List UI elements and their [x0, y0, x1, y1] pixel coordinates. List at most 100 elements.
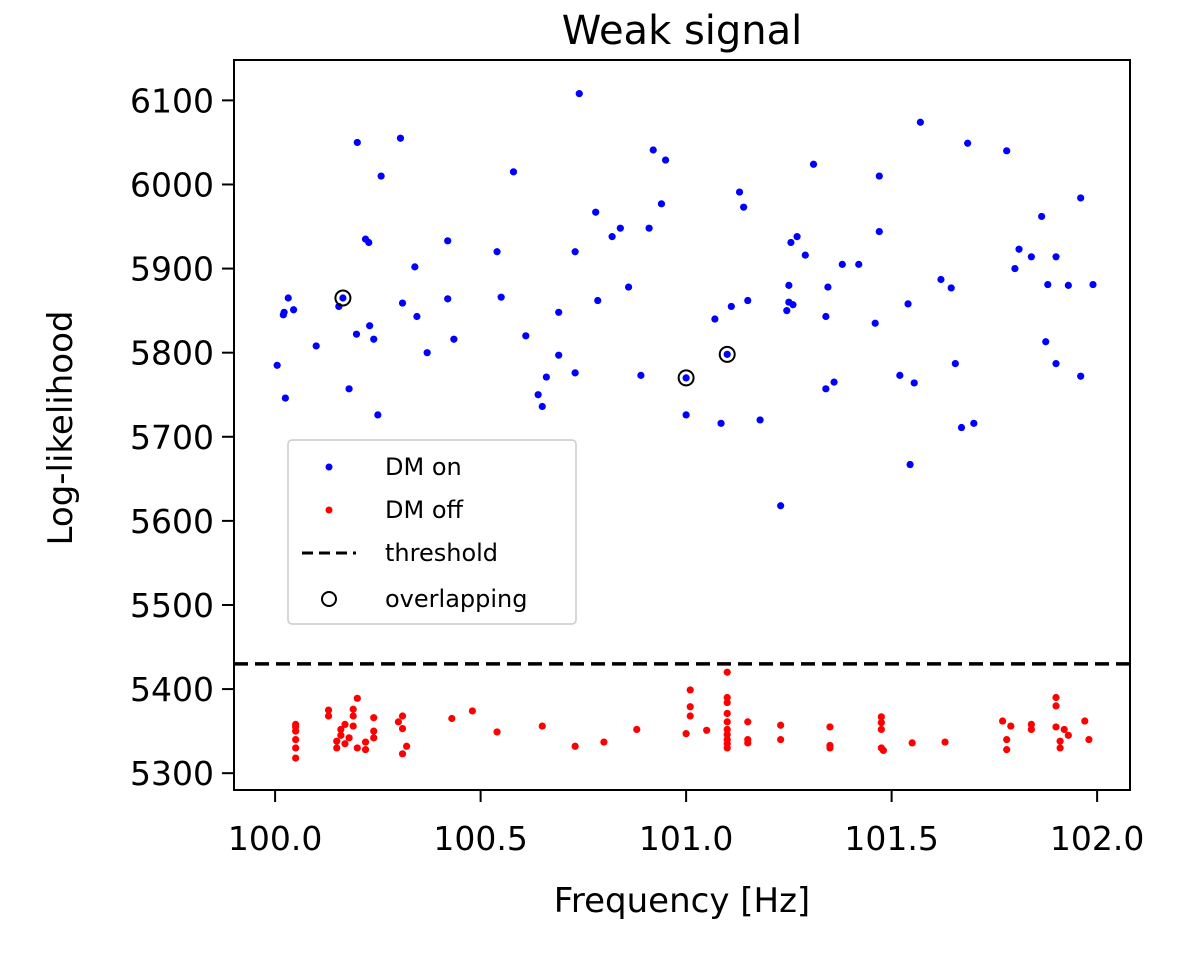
data-point	[789, 301, 797, 309]
data-point	[370, 734, 378, 742]
y-tick-label: 6000	[130, 165, 214, 204]
data-point	[723, 693, 731, 702]
data-point	[1003, 746, 1011, 754]
data-point	[522, 332, 530, 340]
data-point	[723, 668, 731, 676]
data-point	[801, 251, 809, 259]
x-axis: 100.0 100.5 101.0 101.5 102.0	[228, 790, 1144, 858]
data-point	[349, 705, 357, 713]
data-point	[735, 188, 744, 196]
data-point	[785, 281, 793, 289]
data-point	[616, 224, 624, 232]
data-point	[366, 322, 374, 330]
data-point	[1011, 264, 1019, 273]
data-point	[444, 295, 452, 303]
data-point	[633, 725, 641, 734]
legend-item-overlapping: overlapping	[321, 585, 527, 613]
data-point	[875, 172, 883, 180]
data-point	[661, 156, 670, 164]
data-point	[538, 722, 546, 730]
data-point	[394, 718, 403, 726]
data-point	[289, 306, 298, 314]
data-point	[723, 350, 731, 358]
series-dm-off	[292, 668, 1093, 762]
overlap-marker	[334, 289, 352, 307]
data-point	[339, 294, 347, 302]
data-point	[947, 284, 955, 292]
y-axis-title: Log-likelihood	[41, 311, 81, 546]
data-point	[1085, 735, 1093, 744]
x-tick-label: 101.0	[639, 819, 733, 858]
data-point	[830, 378, 838, 386]
plot-frame	[233, 59, 1131, 791]
data-point	[637, 371, 645, 379]
data-point	[365, 238, 373, 247]
data-point	[937, 275, 945, 284]
data-point	[855, 260, 863, 268]
data-point	[353, 694, 361, 702]
data-point	[910, 379, 918, 387]
data-point	[345, 385, 353, 393]
data-point	[341, 720, 349, 729]
data-point	[1077, 372, 1085, 380]
data-point	[361, 738, 370, 746]
data-point	[292, 735, 300, 744]
data-point	[777, 721, 785, 729]
points-layer	[273, 90, 1097, 762]
data-point	[281, 394, 289, 402]
data-point	[450, 335, 458, 343]
data-point	[723, 725, 731, 734]
data-point	[826, 744, 834, 752]
data-point	[875, 227, 883, 236]
data-point	[542, 373, 550, 381]
data-point	[1081, 717, 1089, 725]
data-point	[571, 248, 579, 256]
data-point	[396, 134, 405, 142]
data-point	[575, 90, 583, 98]
legend-label-overlapping: overlapping	[385, 585, 527, 613]
data-point	[1052, 702, 1060, 710]
data-point	[1064, 281, 1072, 289]
y-axis: 5300 5400 5500 5600 5700 5800 5900 6000 6100	[130, 81, 234, 793]
data-point	[777, 502, 785, 510]
legend-label-dm-on: DM on	[385, 453, 462, 481]
data-point	[374, 411, 382, 419]
data-point	[398, 750, 407, 758]
data-point	[594, 296, 602, 305]
legend-item-threshold: threshold	[302, 539, 498, 567]
data-point	[352, 330, 361, 338]
overlap-marker	[677, 369, 695, 387]
x-axis-title: Frequency [Hz]	[554, 881, 810, 921]
data-point	[686, 686, 694, 694]
data-point	[904, 300, 912, 308]
data-point	[324, 706, 333, 714]
data-point	[793, 233, 801, 241]
legend-item-dm-off: DM off	[325, 496, 464, 524]
data-point	[555, 308, 563, 316]
data-point	[682, 411, 690, 419]
data-point	[824, 283, 832, 291]
y-tick-label: 6100	[130, 81, 214, 120]
data-point	[423, 349, 431, 357]
data-point	[280, 308, 288, 316]
data-point	[964, 139, 972, 147]
data-point	[703, 726, 711, 734]
data-point	[1052, 253, 1060, 261]
data-point	[941, 738, 949, 746]
data-point	[624, 283, 633, 291]
data-point	[398, 299, 407, 307]
data-point	[509, 168, 518, 176]
y-tick-label: 5500	[130, 586, 214, 625]
data-point	[292, 720, 300, 729]
data-point	[686, 703, 694, 711]
data-point	[951, 360, 959, 368]
x-tick-label: 102.0	[1050, 819, 1144, 858]
data-point	[1027, 720, 1035, 729]
data-point	[826, 723, 834, 731]
data-point	[877, 725, 885, 734]
data-point	[1064, 731, 1072, 739]
data-point	[1044, 280, 1052, 289]
data-point	[822, 312, 830, 321]
data-point	[349, 722, 357, 730]
data-point	[838, 260, 846, 268]
